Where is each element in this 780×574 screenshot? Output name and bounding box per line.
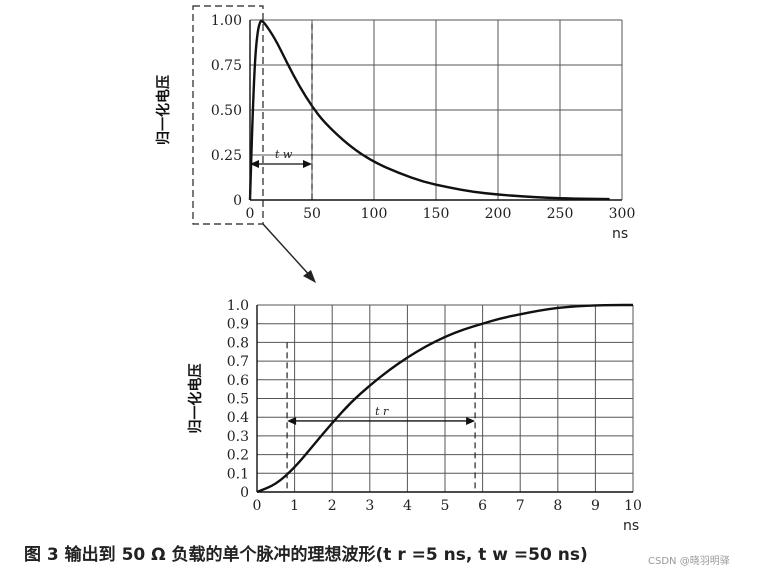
chart-bottom-rise-edge: t r 0 1 2 3 4 5 6 7 8 9 1000.10.20.30.40.50.60.70.… — [187, 298, 642, 534]
bot-x-tick-label: 10 — [624, 498, 642, 514]
bot-series-line — [256, 303, 633, 494]
top-y-tick-label: 0.25 — [211, 148, 242, 164]
bottom-ticks: 0 1 2 3 4 5 6 7 8 9 1000.10.20.30.40.50.60.70.80.9… — [227, 298, 642, 514]
bottom-grid — [257, 304, 634, 492]
bot-x-tick-label: 1 — [290, 498, 299, 514]
top-annotation-arrow-left — [250, 160, 259, 168]
top-ticks: 0 50 100 150 200 250 300 0 0.25 0.50 0.75 1.00 — [211, 13, 636, 222]
bot-y-tick-label: 0.2 — [227, 448, 249, 464]
bot-x-tick-label: 9 — [591, 498, 600, 514]
top-y-tick-label: 0.75 — [211, 58, 242, 74]
bot-y-tick-label: 0.1 — [227, 466, 249, 482]
bot-x-tick-label: 0 — [253, 498, 262, 514]
bot-x-tick-label: 4 — [403, 498, 412, 514]
bot-y-tick-label: 0 — [240, 485, 249, 501]
top-y-tick-label: 0.50 — [211, 103, 242, 119]
top-y-axis-label: 归一化电压 — [155, 75, 172, 145]
bot-y-tick-label: 0.3 — [227, 429, 249, 445]
figure-caption: 图 3 输出到 50 Ω 负载的单个脉冲的理想波形(t r =5 ns, t w… — [24, 545, 588, 565]
bot-y-tick-label: 0.9 — [227, 317, 249, 333]
bot-x-tick-label: 6 — [478, 498, 487, 514]
top-y-tick-label: 1.00 — [211, 13, 242, 29]
bot-y-tick-label: 0.4 — [227, 410, 249, 426]
top-x-tick-label: 250 — [547, 206, 574, 222]
bot-x-tick-label: 5 — [441, 498, 450, 514]
bot-x-tick-label: 8 — [553, 498, 562, 514]
bot-x-tick-label: 2 — [328, 498, 337, 514]
top-x-tick-label: 0 — [246, 206, 255, 222]
bot-annotation-arrow-left — [287, 416, 297, 425]
watermark: CSDN @晓羽明驿 — [648, 556, 730, 567]
chart-top-decay-pulse: t w 0 50 100 150 200 250 30000.250.500.751.00 … — [155, 13, 635, 242]
bot-y-tick-label: 0.7 — [227, 354, 249, 370]
top-x-unit-label: ns — [612, 226, 628, 242]
top-marks: t w — [248, 19, 610, 201]
bot-annotation-label: t r — [375, 405, 389, 418]
bot-y-tick-label: 0.5 — [227, 392, 249, 408]
bottom-x-unit-label: ns — [623, 518, 639, 534]
bot-y-tick-label: 0.8 — [227, 335, 249, 351]
top-annotation-arrow-right — [303, 160, 312, 168]
bottom-marks: t r — [256, 303, 633, 494]
top-x-tick-label: 50 — [303, 206, 321, 222]
bot-annotation-arrow-right — [466, 416, 476, 425]
top-y-tick-label: 0 — [233, 193, 242, 209]
top-x-tick-label: 100 — [361, 206, 388, 222]
top-x-tick-label: 150 — [423, 206, 450, 222]
bot-x-tick-label: 3 — [365, 498, 374, 514]
zoom-arrow-head — [303, 270, 316, 283]
bot-x-tick-label: 7 — [516, 498, 525, 514]
top-x-tick-label: 300 — [609, 206, 636, 222]
bottom-axes — [256, 305, 633, 493]
top-grid — [250, 19, 623, 200]
top-annotation-label: t w — [275, 148, 293, 161]
bot-y-tick-label: 0.6 — [227, 373, 249, 389]
zoom-arrow-line — [262, 223, 313, 279]
top-series-line — [248, 19, 610, 201]
bot-y-tick-label: 1.0 — [227, 298, 249, 314]
bottom-y-axis-label: 归一化电压 — [187, 364, 204, 434]
top-x-tick-label: 200 — [485, 206, 512, 222]
zoom-region-box — [192, 5, 264, 225]
